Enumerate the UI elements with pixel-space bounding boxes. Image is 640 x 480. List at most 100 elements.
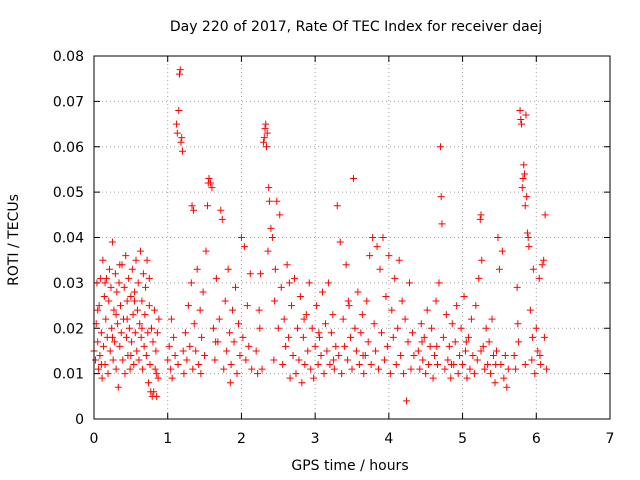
data-point [473, 356, 481, 364]
data-point [188, 202, 196, 210]
y-tick-label: 0.08 [53, 49, 84, 65]
y-tick-label: 0.05 [53, 185, 84, 201]
data-point [202, 247, 210, 255]
data-point [168, 374, 176, 382]
data-point [105, 297, 113, 305]
data-point [236, 351, 244, 359]
data-point [435, 279, 443, 287]
plot-frame [93, 55, 611, 420]
data-point [438, 220, 446, 228]
data-point [135, 356, 143, 364]
data-point [352, 347, 360, 355]
data-point [475, 274, 483, 282]
data-point [529, 333, 537, 341]
y-tick-label: 0.03 [53, 276, 84, 292]
data-point [307, 365, 315, 373]
data-point [310, 374, 318, 382]
data-point [291, 274, 299, 282]
data-point [492, 347, 500, 355]
data-point [101, 279, 109, 287]
data-point [364, 338, 372, 346]
data-point [282, 342, 290, 350]
data-point [105, 265, 113, 273]
data-point [316, 333, 324, 341]
data-point [174, 361, 182, 369]
data-point [276, 211, 284, 219]
data-point [345, 302, 353, 310]
data-point [540, 333, 548, 341]
data-point [354, 288, 362, 296]
data-point [504, 365, 512, 373]
data-point [154, 374, 162, 382]
data-point [444, 356, 452, 364]
data-point [366, 252, 374, 260]
data-point [199, 288, 207, 296]
data-point [260, 134, 268, 142]
data-point [462, 347, 470, 355]
data-point [145, 379, 153, 387]
data-point [176, 70, 184, 78]
data-point [405, 279, 413, 287]
data-point [349, 175, 357, 183]
data-point [115, 279, 123, 287]
data-point [103, 274, 111, 282]
x-tick-label: 1 [163, 431, 172, 447]
data-point [143, 256, 151, 264]
data-point [209, 324, 217, 332]
data-point [466, 365, 474, 373]
y-tick-label: 0.04 [53, 231, 84, 247]
data-point [223, 347, 231, 355]
data-point [520, 161, 528, 169]
data-point [369, 234, 377, 241]
x-tick-label: 6 [532, 431, 541, 447]
data-point [229, 306, 237, 314]
data-point [120, 283, 128, 291]
data-point [123, 297, 131, 305]
data-point [233, 370, 241, 378]
data-point [407, 365, 415, 373]
data-point [180, 370, 188, 378]
data-point [360, 370, 368, 378]
data-point [173, 129, 181, 137]
data-point [97, 329, 105, 337]
data-point [108, 238, 116, 246]
data-point [314, 361, 322, 369]
data-point [208, 184, 216, 192]
data-point [130, 361, 138, 369]
data-point [420, 333, 428, 341]
data-point [462, 338, 470, 346]
data-point [319, 288, 327, 296]
data-point [112, 365, 120, 373]
data-point [521, 202, 529, 210]
data-point [164, 356, 172, 364]
data-point [257, 270, 265, 278]
data-point [520, 170, 528, 178]
data-point [142, 351, 150, 359]
data-point [478, 256, 486, 264]
data-point [293, 324, 301, 332]
data-point [138, 297, 146, 305]
data-point [146, 361, 154, 369]
data-point [204, 202, 212, 210]
data-point [327, 329, 335, 337]
data-point [347, 333, 355, 341]
data-point [524, 234, 532, 241]
data-point [482, 324, 490, 332]
data-point [114, 320, 122, 328]
data-point [196, 306, 204, 314]
data-point [426, 342, 434, 350]
data-point [521, 361, 529, 369]
data-point [453, 302, 461, 310]
data-point [111, 338, 119, 346]
data-point [114, 383, 122, 391]
data-point [330, 356, 338, 364]
data-point [522, 111, 530, 119]
data-point [145, 302, 153, 310]
data-point [442, 311, 450, 319]
data-point [234, 320, 242, 328]
data-point [472, 302, 480, 310]
data-point [131, 329, 139, 337]
data-point [271, 265, 279, 273]
data-point [121, 370, 129, 378]
